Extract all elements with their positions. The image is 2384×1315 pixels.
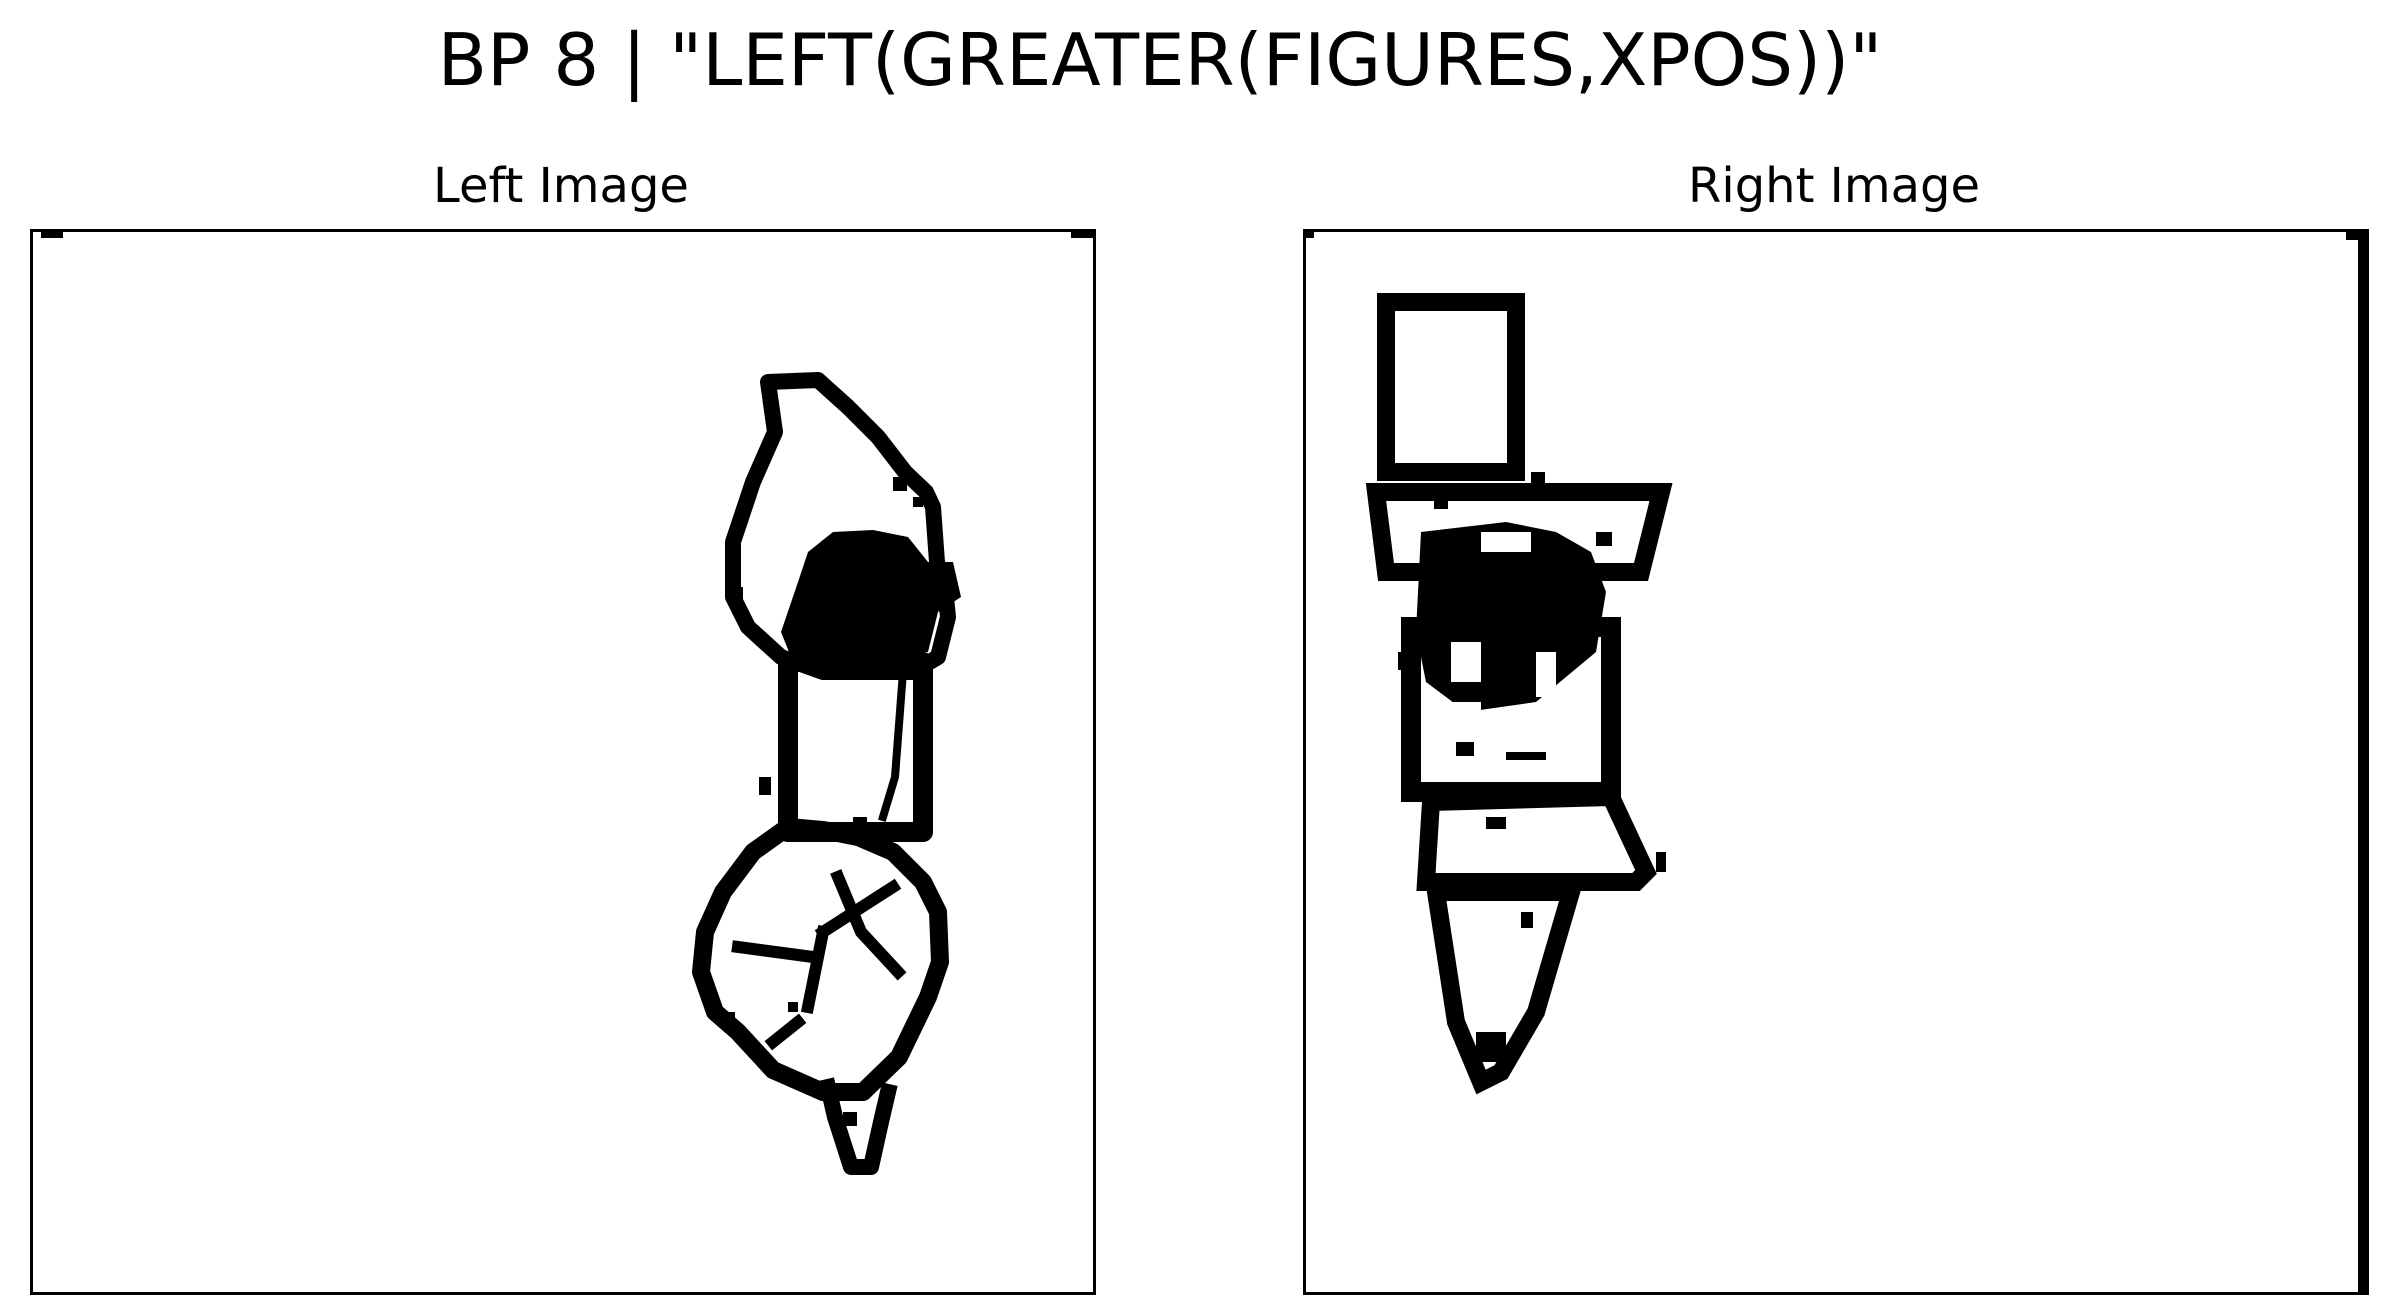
left-figure-tip-outline xyxy=(818,1077,898,1175)
right-bongard-figure xyxy=(1306,232,2366,1292)
figure-title: BP 8 | "LEFT(GREATER(FIGURES,XPOS))" xyxy=(437,18,1883,102)
right-figure-bottom-triangle xyxy=(1425,883,1583,1095)
right-figure-lower-trapezoid xyxy=(1416,787,1657,891)
right-figure-inner-gap xyxy=(1451,642,1481,682)
right-figure-middle-trapezoid xyxy=(1365,483,1673,581)
right-image-title: Right Image xyxy=(1688,158,1980,214)
left-figure-neck-outline xyxy=(778,652,933,842)
left-figure-inner-stroke xyxy=(731,869,907,1051)
left-image-panel xyxy=(30,229,1096,1295)
left-figure-neck-inner xyxy=(789,667,908,831)
left-figure-head-outline xyxy=(725,372,956,680)
left-image-title: Left Image xyxy=(433,158,689,214)
right-figure-noise xyxy=(1434,487,1448,509)
left-figure-shoulder-fill xyxy=(781,530,961,662)
left-bongard-figure xyxy=(41,232,1093,1175)
left-figure-noise xyxy=(893,477,907,491)
left-figure-bulb-outline xyxy=(692,818,949,1101)
right-image-panel xyxy=(1303,229,2369,1295)
right-figure-top-rectangle xyxy=(1377,293,1525,481)
